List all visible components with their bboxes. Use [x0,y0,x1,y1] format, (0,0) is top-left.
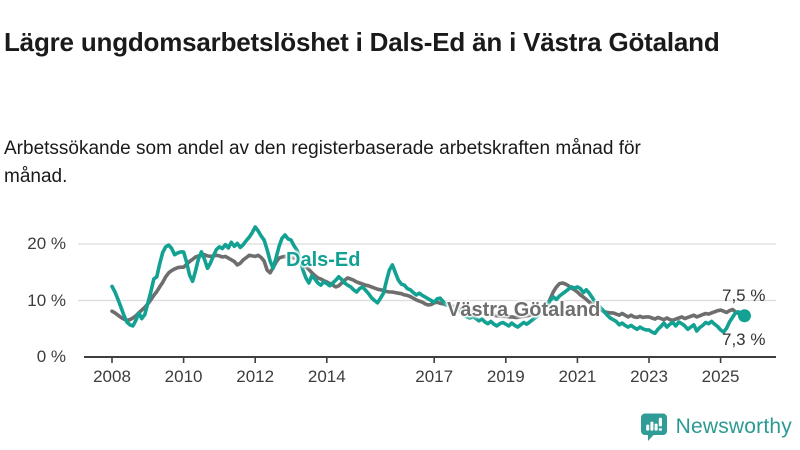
brand-name: Newsworthy [675,415,792,438]
x-tick-2012: 2012 [236,367,275,386]
y-tick-0: 0 % [36,347,66,366]
series-label-dals-ed: Dals-Ed [286,249,361,271]
x-tick-2008: 2008 [93,367,131,386]
end-value-vastra-gotaland: 7,5 % [722,286,766,305]
page-title: Lägre ungdomsarbetslöshet i Dals-Ed än i… [4,27,720,58]
bar-chart-speech-bubble-icon [640,413,667,441]
x-tick-2019: 2019 [486,367,525,386]
y-tick-10: 10 % [27,290,66,310]
series-end-dot [737,309,751,323]
x-tick-2014: 2014 [307,367,346,386]
series-label-vastra-gotaland: Västra Götaland [447,299,601,321]
page-subtitle: Arbetssökande som andel av den registerb… [4,138,641,187]
series-line-västra-götaland [110,252,747,323]
x-tick-2021: 2021 [558,367,597,386]
x-tick-2025: 2025 [701,367,740,386]
series-line-dals-ed [110,225,747,336]
x-tick-2017: 2017 [415,367,454,386]
y-tick-20: 20 % [27,234,66,253]
x-tick-2023: 2023 [630,367,668,386]
newsworthy-logo: Newsworthy [640,412,792,442]
end-value-dals-ed: 7,3 % [722,330,766,349]
x-tick-2010: 2010 [164,367,203,386]
